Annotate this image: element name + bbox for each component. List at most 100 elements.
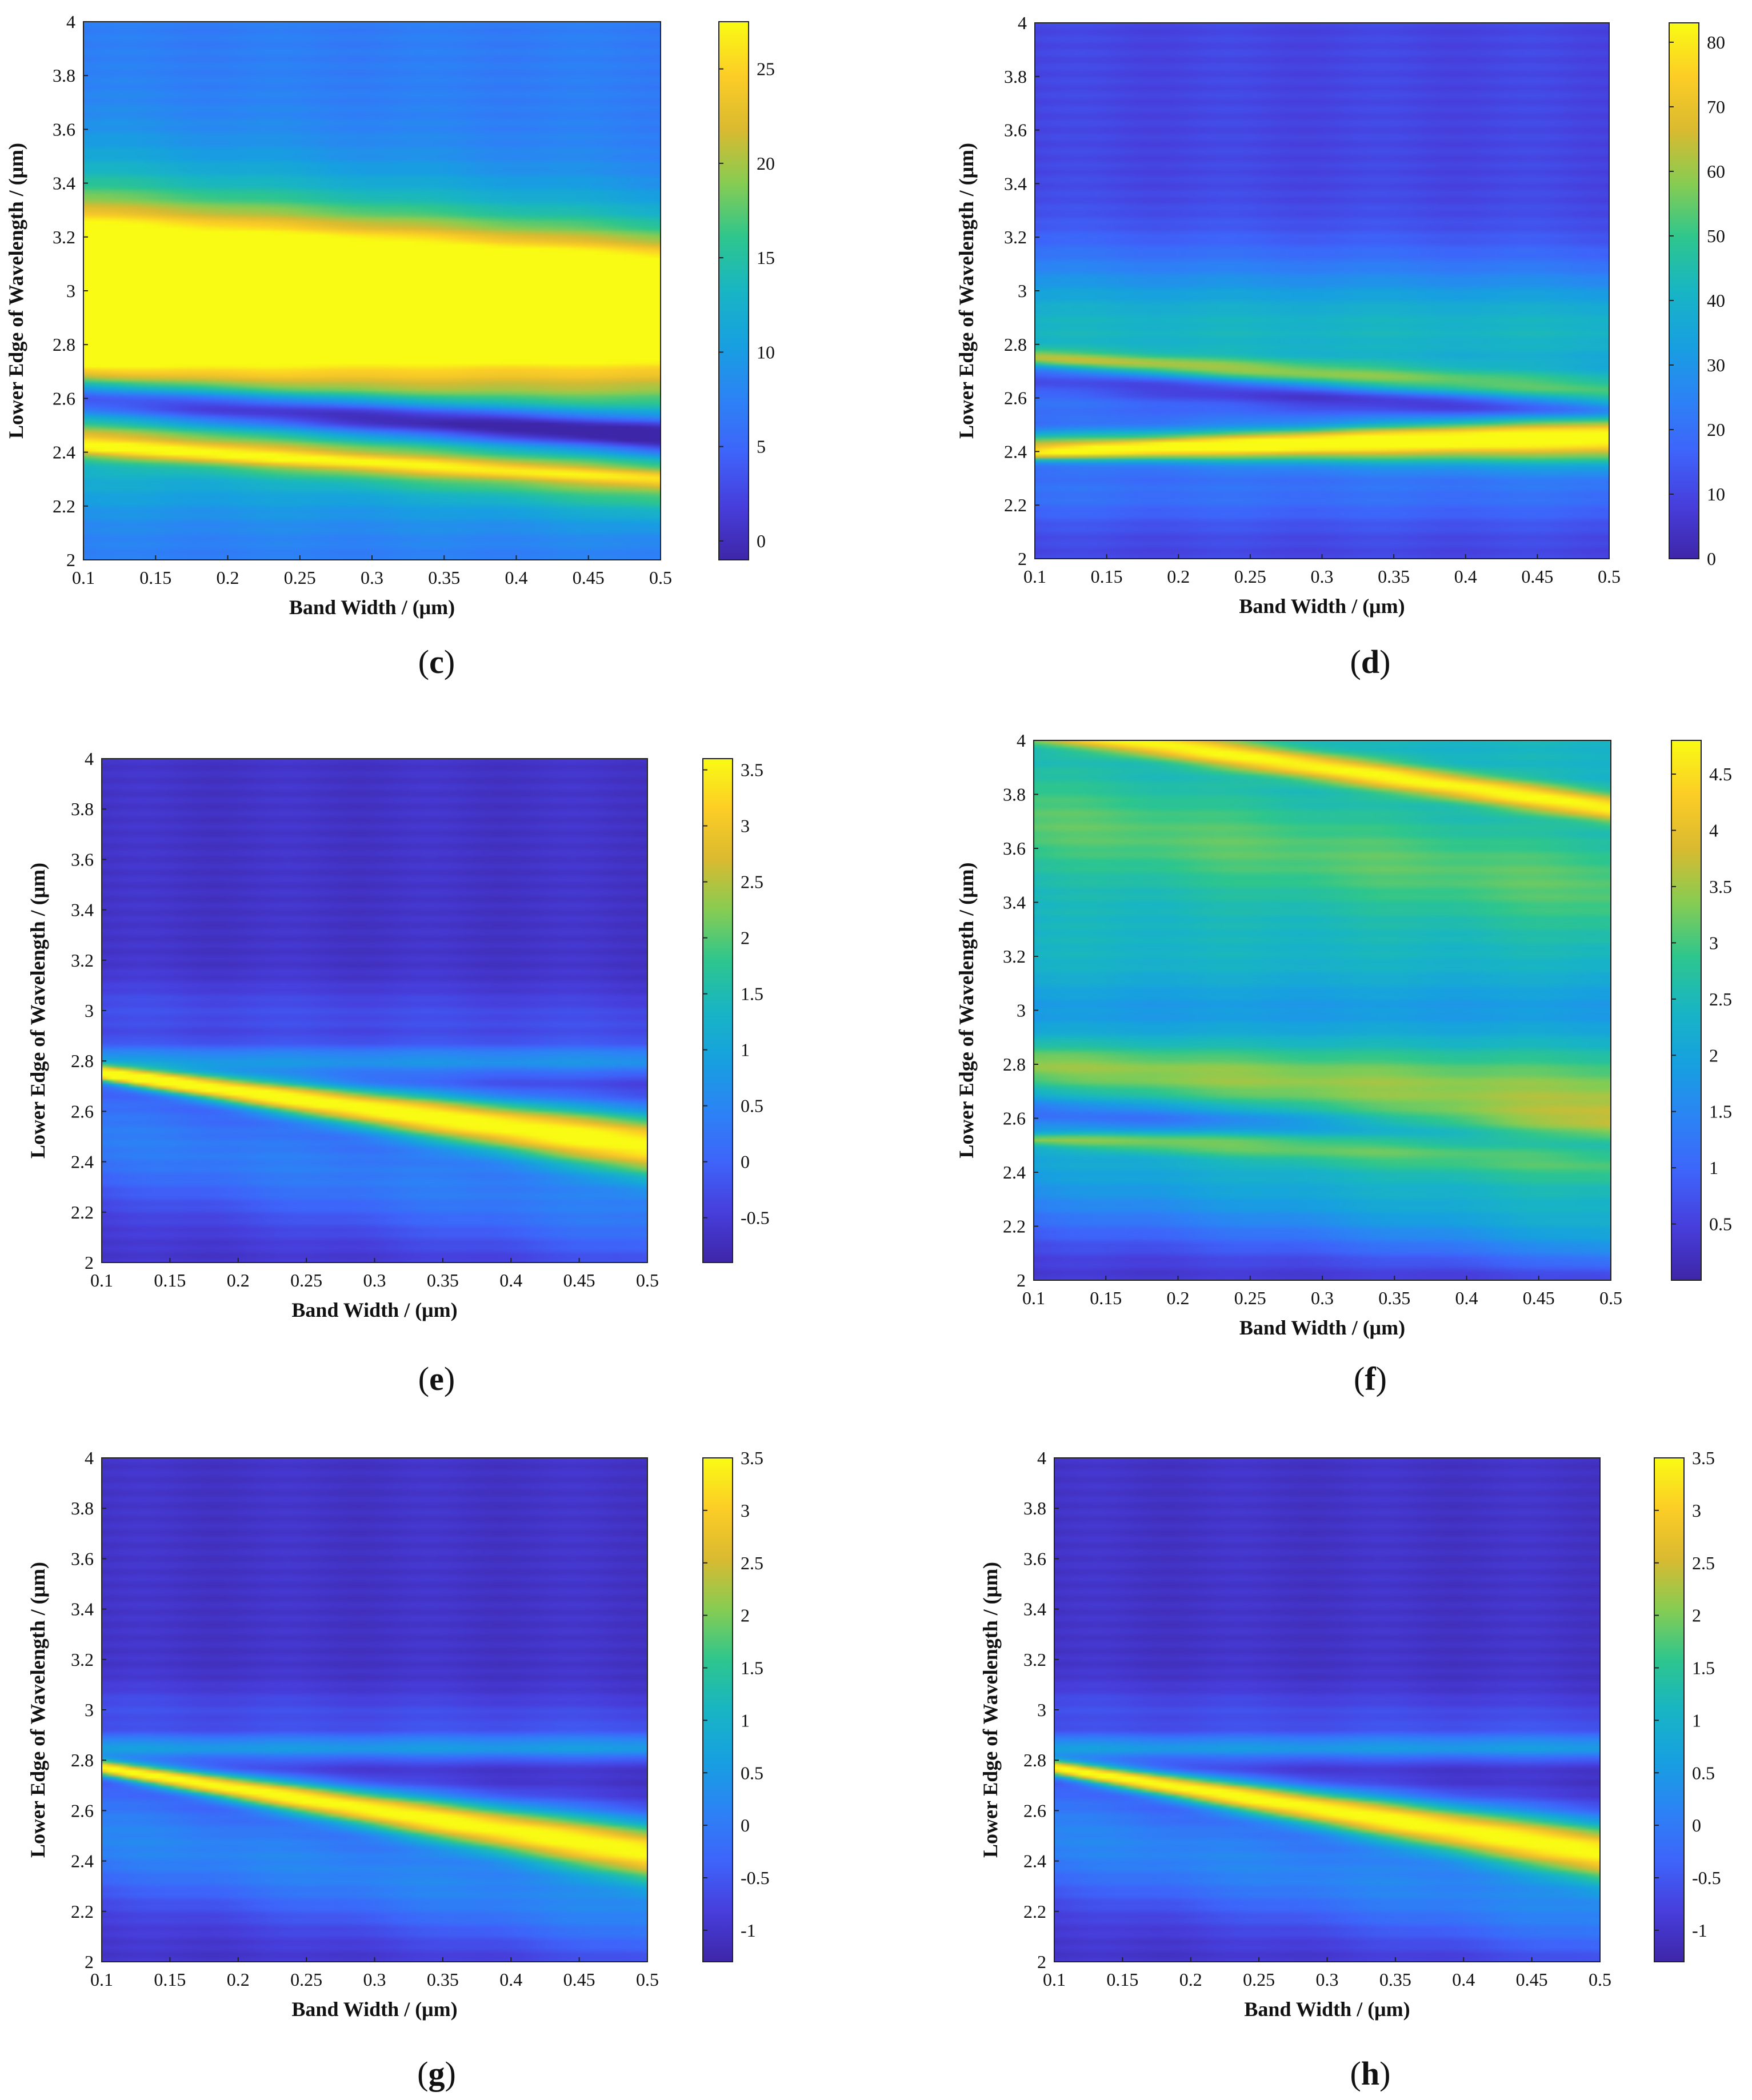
y-tick-label: 3.8 bbox=[1023, 1498, 1046, 1518]
x-tick-label: 0.45 bbox=[1521, 566, 1553, 587]
y-tick-label: 3.2 bbox=[71, 1649, 94, 1670]
x-tick-label: 0.35 bbox=[428, 567, 460, 588]
x-tick-label: 0.4 bbox=[499, 1270, 522, 1291]
colorbar-tick-label: 1 bbox=[741, 1710, 750, 1730]
y-tick-label: 3.4 bbox=[71, 1599, 94, 1620]
heatmap-chart-g: 0.1 0.15 0.2 0.25 0.3 0.35 0.4 0.45 0.5 2 2.2 2.4 2.… bbox=[26, 1448, 770, 2021]
x-tick-label: 0.5 bbox=[636, 1270, 659, 1291]
colorbar-tick-label: 25 bbox=[757, 59, 775, 79]
y-tick-label: 2.8 bbox=[53, 334, 75, 355]
heatmap-chart-h: 0.1 0.15 0.2 0.25 0.3 0.35 0.4 0.45 0.5 2 2.2 2.4 2.… bbox=[979, 1448, 1721, 2021]
x-tick-label: 0.25 bbox=[1234, 566, 1266, 587]
y-tick-label: 3.2 bbox=[1003, 946, 1026, 967]
x-tick-label: 0.4 bbox=[499, 1969, 522, 1990]
caption-c: (c) bbox=[418, 643, 455, 680]
y-tick-label: 3.6 bbox=[1023, 1548, 1046, 1569]
colorbar-frame bbox=[1671, 740, 1702, 1281]
colorbar-c bbox=[719, 22, 749, 560]
heatmap-field-d bbox=[1035, 23, 1609, 559]
colorbar-tick-label: 50 bbox=[1707, 226, 1725, 246]
colorbar-tick-label: 1 bbox=[741, 1040, 750, 1060]
y-tick-label: 2.6 bbox=[53, 388, 75, 408]
colorbar-tick-label: 0.5 bbox=[1692, 1762, 1715, 1783]
x-tick-label: 0.45 bbox=[563, 1270, 595, 1291]
x-tick-label: 0.5 bbox=[649, 567, 672, 588]
caption-f: (f) bbox=[1354, 1360, 1387, 1397]
y-tick-label: 3 bbox=[85, 1000, 94, 1021]
y-tick-label: 3.2 bbox=[1023, 1649, 1046, 1670]
colorbar-tick-label: -0.5 bbox=[741, 1867, 770, 1888]
colorbar-tick-label: 0.5 bbox=[741, 1762, 763, 1783]
y-tick-label: 3.6 bbox=[53, 119, 75, 139]
y-tick-label: 3.6 bbox=[1003, 838, 1026, 859]
caption-h: (h) bbox=[1350, 2055, 1391, 2092]
y-tick-label: 2 bbox=[85, 1951, 94, 1972]
x-tick-label: 0.25 bbox=[1234, 1288, 1266, 1308]
colorbar-tick-label: 60 bbox=[1707, 161, 1725, 182]
colorbar-g bbox=[703, 1458, 733, 1962]
heatmap-chart-e: 0.1 0.15 0.2 0.25 0.3 0.35 0.4 0.45 0.5 2 2.2 2.4 2.… bbox=[26, 748, 770, 1321]
colorbar-tick-label: 1 bbox=[1692, 1710, 1701, 1730]
x-tick-label: 0.4 bbox=[1455, 1288, 1478, 1308]
x-tick-label: 0.15 bbox=[154, 1969, 186, 1990]
x-tick-label: 0.45 bbox=[1523, 1288, 1555, 1308]
colorbar-tick-label: 80 bbox=[1707, 32, 1725, 53]
y-tick-label: 3.4 bbox=[1023, 1599, 1046, 1620]
colorbar-tick-label: -1 bbox=[741, 1920, 756, 1941]
y-tick-label: 2 bbox=[1037, 1951, 1046, 1972]
y-tick-label: 3 bbox=[85, 1700, 94, 1720]
y-tick-label: 2 bbox=[66, 550, 75, 570]
y-tick-label: 3.2 bbox=[53, 227, 75, 247]
colorbar-tick-label: 3 bbox=[1709, 932, 1718, 953]
colorbar-tick-label: 0 bbox=[741, 1815, 750, 1836]
x-axis-title: Band Width / (μm) bbox=[291, 1299, 457, 1321]
x-tick-label: 0.25 bbox=[1243, 1969, 1275, 1990]
colorbar-tick-label: 1.5 bbox=[741, 984, 763, 1004]
caption-d: (d) bbox=[1350, 643, 1391, 680]
y-tick-label: 2 bbox=[1017, 1270, 1026, 1291]
colorbar-tick-label: 2 bbox=[1692, 1605, 1701, 1626]
heatmap-panel-c: 0.1 0.15 0.2 0.25 0.3 0.35 0.4 0.45 0.5 2 2.2 2.4 2.… bbox=[0, 0, 876, 697]
y-axis-title: Lower Edge of Wavelength / (μm) bbox=[955, 862, 978, 1158]
colorbar-tick-label: 2.5 bbox=[741, 872, 763, 892]
colorbar-tick-label: 70 bbox=[1707, 97, 1725, 117]
colorbar-tick-label: 0 bbox=[741, 1152, 750, 1172]
caption-e: (e) bbox=[418, 1360, 455, 1397]
x-axis-title: Band Width / (μm) bbox=[1244, 1998, 1410, 2021]
y-tick-label: 3.2 bbox=[71, 950, 94, 971]
x-tick-label: 0.5 bbox=[1598, 566, 1621, 587]
y-tick-label: 3.8 bbox=[1003, 784, 1026, 805]
y-tick-label: 2.2 bbox=[53, 496, 75, 516]
y-tick-label: 2.6 bbox=[71, 1800, 94, 1821]
x-tick-label: 0.2 bbox=[227, 1270, 250, 1291]
y-axis-title: Lower Edge of Wavelength / (μm) bbox=[5, 143, 27, 439]
y-tick-label: 3.8 bbox=[53, 65, 75, 86]
x-tick-label: 0.4 bbox=[505, 567, 528, 588]
colorbar-tick-label: 2.5 bbox=[1692, 1553, 1715, 1573]
y-tick-label: 3.4 bbox=[1003, 892, 1026, 913]
colorbar-tick-label: 4 bbox=[1709, 820, 1718, 841]
colorbar-tick-label: 15 bbox=[757, 247, 775, 268]
colorbar-tick-label: 3.5 bbox=[741, 1448, 763, 1468]
y-tick-label: 3.4 bbox=[1004, 173, 1027, 194]
colorbar-tick-label: -0.5 bbox=[1692, 1867, 1721, 1888]
x-tick-label: 0.4 bbox=[1452, 1969, 1475, 1990]
x-tick-label: 0.1 bbox=[72, 567, 95, 588]
x-tick-label: 0.35 bbox=[1378, 1288, 1410, 1308]
x-tick-label: 0.15 bbox=[1091, 566, 1123, 587]
y-tick-label: 2.4 bbox=[71, 1851, 94, 1871]
x-tick-label: 0.5 bbox=[1599, 1288, 1622, 1308]
colorbar-tick-label: -1 bbox=[1692, 1920, 1707, 1941]
y-tick-label: 3.4 bbox=[53, 173, 75, 194]
x-tick-label: 0.2 bbox=[217, 567, 239, 588]
x-tick-label: 0.2 bbox=[227, 1969, 250, 1990]
colorbar-frame bbox=[702, 1457, 733, 1962]
x-tick-label: 0.25 bbox=[284, 567, 316, 588]
colorbar-frame bbox=[718, 21, 749, 560]
y-tick-label: 3.4 bbox=[71, 900, 94, 920]
colorbar-tick-label: 3 bbox=[1692, 1500, 1701, 1521]
heatmap-chart-c: 0.1 0.15 0.2 0.25 0.3 0.35 0.4 0.45 0.5 2 2.2 2.4 2.… bbox=[5, 11, 775, 619]
x-tick-label: 0.3 bbox=[1311, 1288, 1334, 1308]
colorbar-tick-label: 0.5 bbox=[741, 1096, 763, 1116]
heatmap-chart-d: 0.1 0.15 0.2 0.25 0.3 0.35 0.4 0.45 0.5 2 2.2 2.4 2.… bbox=[955, 13, 1725, 618]
